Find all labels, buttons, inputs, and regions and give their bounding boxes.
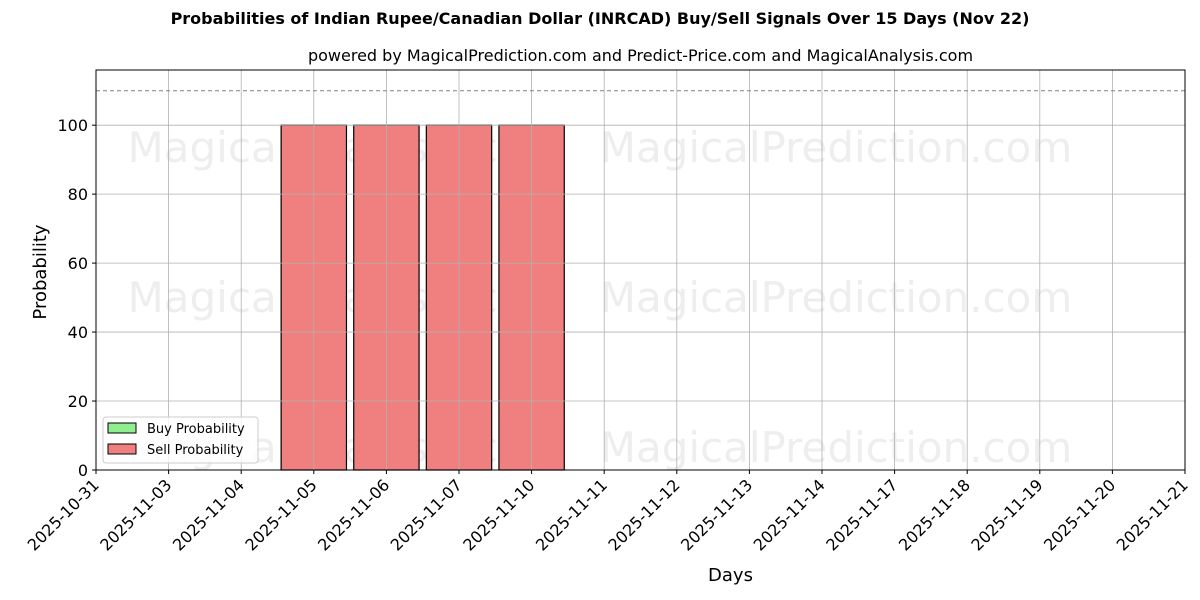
x-tick-label: 2025-11-05 [241, 475, 320, 554]
y-tick-label: 0 [78, 461, 88, 480]
x-tick-label: 2025-11-10 [459, 475, 538, 554]
chart-title: Probabilities of Indian Rupee/Canadian D… [170, 9, 1030, 28]
x-tick-label: 2025-11-14 [750, 475, 829, 554]
x-tick-label: 2025-11-19 [967, 475, 1046, 554]
plot-frame [95, 69, 1186, 471]
x-tick-label: 2025-11-21 [1113, 475, 1192, 554]
legend-swatch [107, 443, 137, 455]
y-axis-label: Probability [30, 224, 51, 319]
legend-label: Sell Probability [147, 443, 244, 458]
watermark-text: MagicalPrediction.com [600, 423, 1073, 472]
watermark-text: MagicalPrediction.com [600, 123, 1073, 172]
x-tick-label: 2025-11-03 [96, 475, 175, 554]
watermark-text: MagicalPrediction.com [600, 273, 1073, 322]
legend-label: Buy Probability [147, 422, 245, 437]
y-tick-label: 20 [68, 392, 88, 411]
y-tick-label: 80 [68, 185, 88, 204]
x-tick-label: 2025-11-12 [604, 475, 683, 554]
x-tick-label: 2025-11-07 [387, 475, 466, 554]
chart-subtitle: powered by MagicalPrediction.com and Pre… [307, 46, 974, 65]
x-tick-label: 2025-11-11 [532, 475, 611, 554]
x-tick-label: 2025-11-20 [1040, 475, 1119, 554]
x-tick-label: 2025-11-04 [169, 475, 248, 554]
x-axis-label: Days [708, 565, 753, 586]
x-tick-label: 2025-11-06 [314, 475, 393, 554]
y-tick-label: 60 [68, 254, 88, 273]
x-tick-label: 2025-11-17 [822, 475, 901, 554]
y-tick-label: 40 [68, 323, 88, 342]
y-tick-label: 100 [57, 116, 88, 135]
x-tick-label: 2025-11-13 [677, 475, 756, 554]
legend [102, 416, 259, 464]
legend-swatch [107, 422, 137, 434]
x-tick-label: 2025-11-18 [895, 475, 974, 554]
x-tick-label: 2025-10-31 [24, 475, 103, 554]
